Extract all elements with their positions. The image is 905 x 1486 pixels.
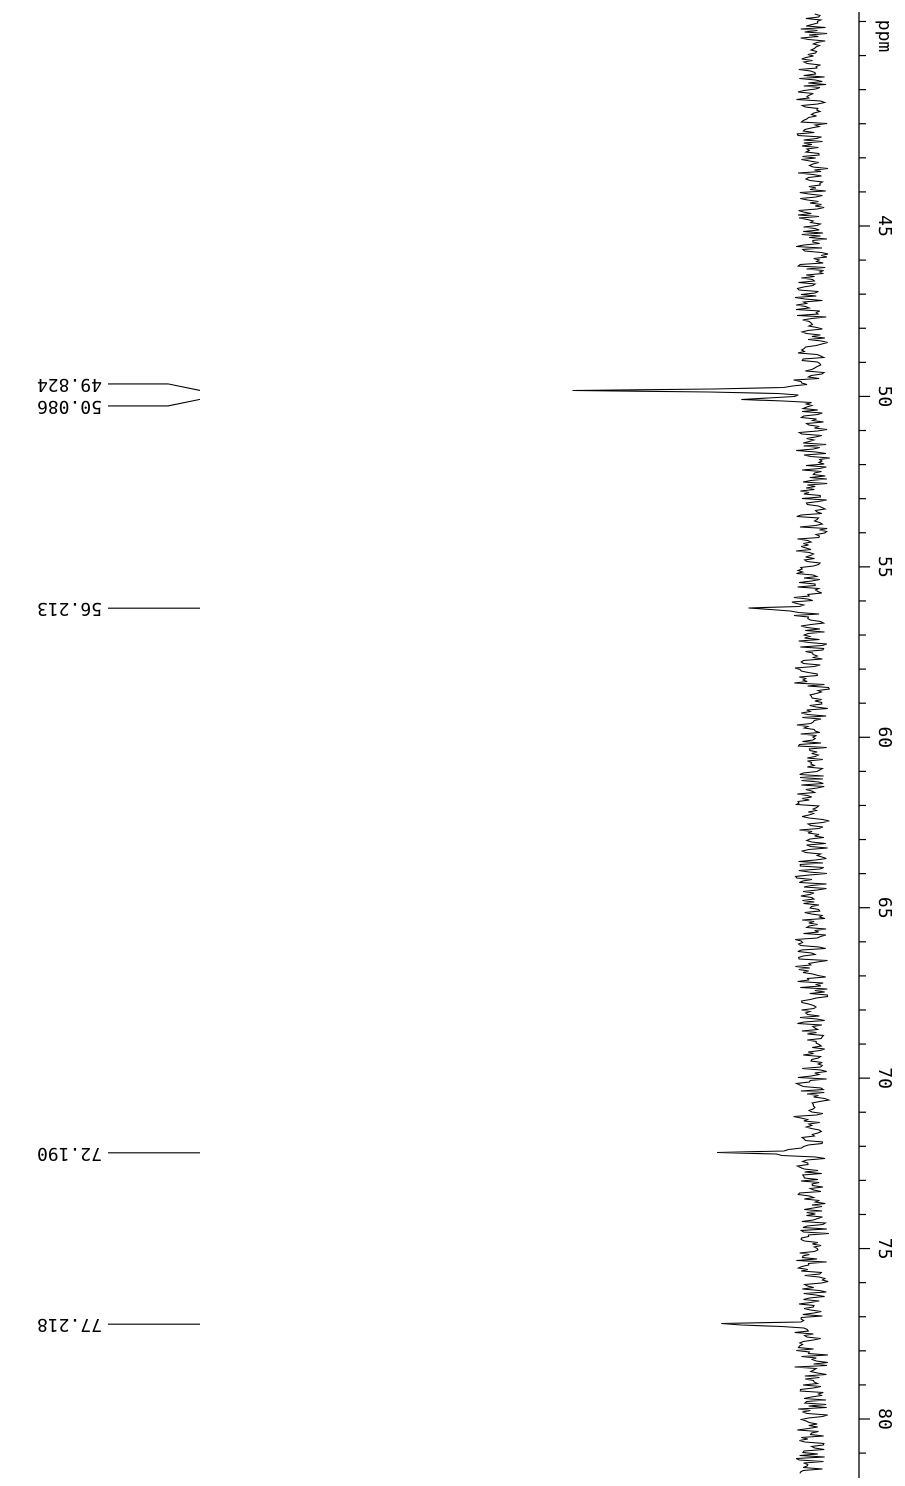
axis-tick-label: 60 <box>874 726 895 748</box>
ppm-axis: ppm 45 50 55 60 65 70 75 80 <box>858 12 895 1478</box>
peak-label: 77.218 <box>37 1314 102 1335</box>
axis-tick-label: 75 <box>874 1238 895 1260</box>
axis-tick-label: 45 <box>874 215 895 237</box>
spectrum-trace <box>572 13 831 1474</box>
peak-label: 50.086 <box>37 396 102 417</box>
peak-label: 72.190 <box>37 1143 102 1164</box>
spectrum-trace-layer <box>572 13 831 1474</box>
axis-tick-label: 80 <box>874 1408 895 1430</box>
peak-label: 49.824 <box>37 374 102 395</box>
peak-connector <box>108 398 201 407</box>
axis-unit-label: ppm <box>874 20 895 53</box>
axis-tick-label: 65 <box>874 897 895 919</box>
peak-connector <box>108 383 201 391</box>
axis-tick-label: 70 <box>874 1067 895 1089</box>
axis-tick-label: 55 <box>874 556 895 578</box>
peak-label: 56.213 <box>37 598 102 619</box>
axis-tick-label: 50 <box>874 386 895 408</box>
